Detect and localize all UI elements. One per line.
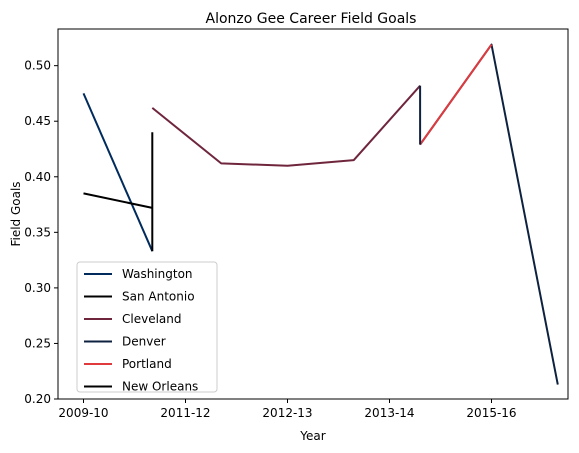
x-tick-label: 2011-12 [160, 406, 210, 420]
x-tick-label: 2013-14 [364, 406, 414, 420]
legend-label-denver: Denver [122, 335, 166, 349]
y-axis-label: Field Goals [9, 181, 23, 246]
x-tick-label: 2012-13 [262, 406, 312, 420]
series-line-cleveland [151, 85, 421, 167]
y-tick-label: 0.35 [24, 225, 51, 239]
x-tick-label: 2009-10 [58, 406, 108, 420]
y-tick-label: 0.25 [24, 336, 51, 350]
legend: Washington San Antonio Cleveland Denver Port… [76, 261, 218, 394]
series-line-denver [419, 43, 559, 385]
y-tick-label: 0.45 [24, 114, 51, 128]
legend-box [76, 261, 218, 393]
series-line-portland [419, 44, 493, 146]
x-tick-label: 2015-16 [466, 406, 516, 420]
series-line-washington [82, 93, 154, 252]
x-axis-label: Year [299, 429, 325, 443]
plot-frame [57, 28, 569, 400]
plot-lines [82, 43, 559, 385]
legend-label-new-orleans: New Orleans [122, 380, 198, 394]
y-tick-label: 0.30 [24, 281, 51, 295]
legend-items: Washington San Antonio Cleveland Denver Port… [84, 267, 198, 394]
series-line-san-antonio [83, 192, 153, 209]
y-tick-label: 0.20 [24, 392, 51, 406]
chart-title: Alonzo Gee Career Field Goals [206, 11, 417, 27]
x-axis: 2009-10 2011-12 2012-13 2013-14 2015-16 [58, 399, 517, 420]
legend-label-washington: Washington [122, 267, 193, 281]
legend-label-portland: Portland [122, 357, 172, 371]
y-axis: 0.20 0.25 0.30 0.35 0.40 0.45 0.50 [24, 59, 58, 406]
y-tick-label: 0.40 [24, 170, 51, 184]
legend-label-san-antonio: San Antonio [122, 290, 195, 304]
y-tick-label: 0.50 [24, 59, 51, 73]
legend-label-cleveland: Cleveland [122, 312, 182, 326]
